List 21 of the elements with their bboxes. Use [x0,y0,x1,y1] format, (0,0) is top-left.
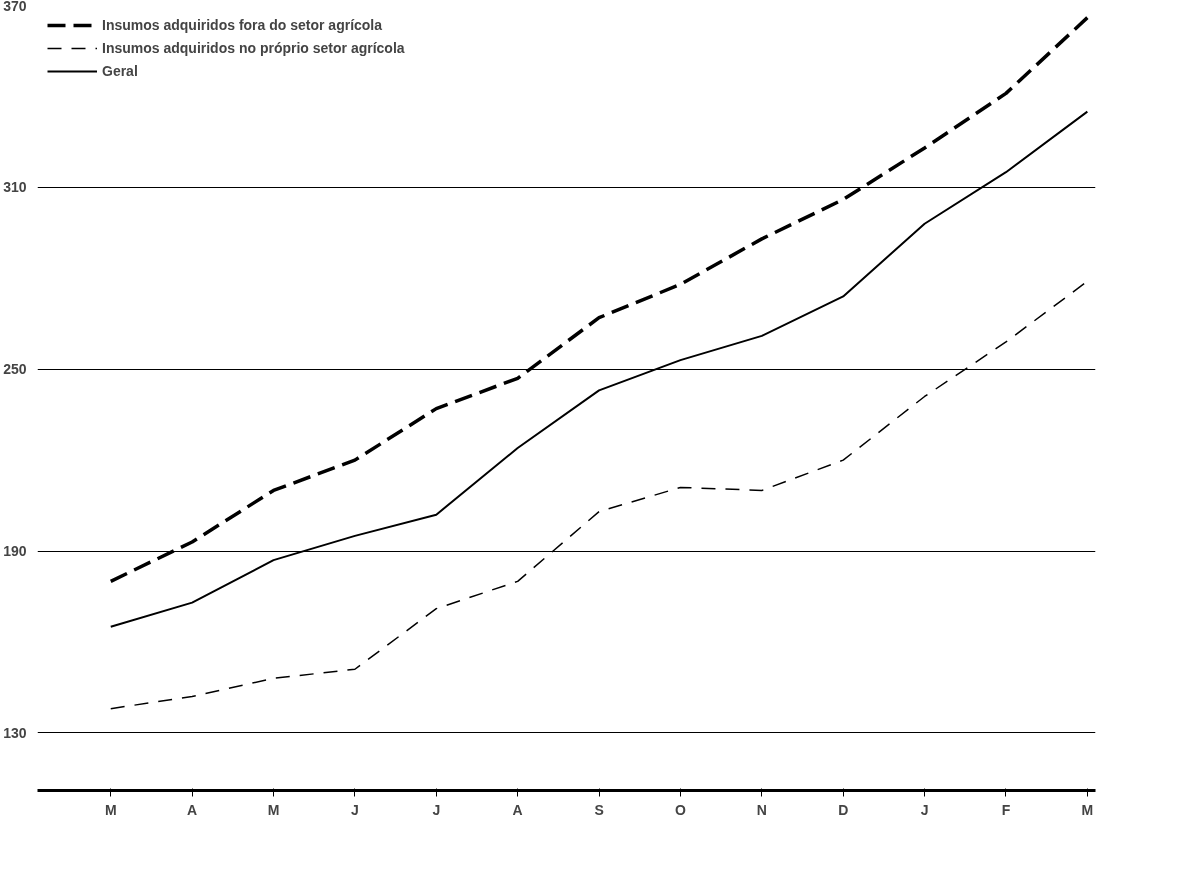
x-tick-label: A [512,801,523,818]
y-tick-label: 370 [3,0,27,14]
y-tick-label: 310 [3,179,27,196]
legend-label: Insumos adquiridos no próprio setor agrícola [102,40,405,56]
x-tick-label: O [674,801,686,818]
legend-label: Geral [102,63,138,79]
y-tick-label: 190 [3,543,27,560]
x-tick-label: M [104,801,117,818]
x-tick-label: A [187,801,198,818]
x-tick-label: J [351,801,359,818]
x-tick-label: M [267,801,280,818]
y-tick-label: 130 [3,724,27,741]
legend-label: Insumos adquiridos fora do setor agrícola [102,17,383,33]
x-tick-label: S [594,801,604,818]
x-tick-label: M [1081,801,1094,818]
y-tick-label: 250 [3,361,27,378]
x-tick-label: F [1001,801,1011,818]
x-tick-label: J [920,801,929,818]
x-tick-label: J [432,801,441,818]
x-tick-label: D [838,801,849,818]
x-tick-label: N [756,801,767,818]
